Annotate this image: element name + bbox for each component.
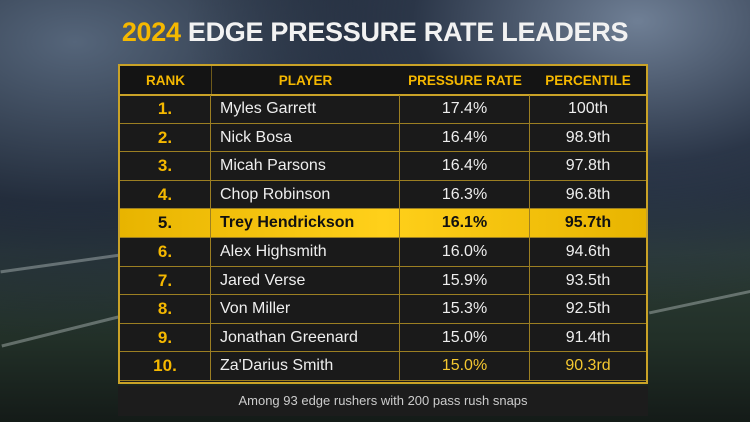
rank-cell: 5. <box>120 209 211 238</box>
player-cell: Jared Verse <box>211 266 400 295</box>
pressure-rate-cell: 16.4% <box>400 123 530 152</box>
percentile-cell: 91.4th <box>565 328 611 346</box>
percentile-cell: 100th <box>567 100 609 117</box>
title-text: EDGE PRESSURE RATE LEADERS <box>187 17 629 47</box>
rank-cell: 10. <box>120 352 211 381</box>
rank-cell: 1. <box>120 95 211 123</box>
player-cell: Trey Hendrickson <box>211 209 400 238</box>
percentile-cell: 92.5th <box>565 300 611 318</box>
footnote: Among 93 edge rushers with 200 pass rush… <box>118 386 648 416</box>
header-pressure-rate: PRESSURE RATE <box>408 73 522 88</box>
rank-cell: 6. <box>120 238 211 266</box>
pressure-rate-cell: 15.0% <box>400 323 530 352</box>
percentile-cell: 93.5th <box>565 271 611 289</box>
table-row: 10. Za'Darius Smith 15.0% 90.3rd <box>120 352 646 381</box>
pressure-rate-cell: 15.3% <box>400 295 530 324</box>
player-cell: Myles Garrett <box>211 95 400 123</box>
player-cell: Chop Robinson <box>211 180 400 209</box>
field-line <box>0 253 120 274</box>
table-row: 5. Trey Hendrickson 16.1% 95.7th <box>120 209 646 238</box>
pressure-rate-cell: 16.0% <box>400 238 530 266</box>
rank-cell: 2. <box>120 123 211 152</box>
rank-cell: 7. <box>120 266 211 295</box>
table-row: 2. Nick Bosa 16.4% 98.9th <box>120 123 646 153</box>
percentile-cell: 95.7th <box>564 214 612 232</box>
player-cell: Jonathan Greenard <box>211 323 400 352</box>
page-title: 2024 EDGE PRESSURE RATE LEADERS <box>0 17 750 48</box>
pressure-rate-cell: 17.4% <box>400 95 530 123</box>
table-row: 4. Chop Robinson 16.3% 96.8th <box>120 180 646 210</box>
percentile-cell: 94.6th <box>565 243 611 260</box>
pressure-rate-cell: 16.4% <box>400 152 530 181</box>
pressure-rate-cell: 16.3% <box>400 180 530 209</box>
field-line <box>1 315 119 348</box>
header-percentile: PERCENTILE <box>545 73 631 88</box>
player-cell: Micah Parsons <box>211 152 400 181</box>
player-cell: Za'Darius Smith <box>211 352 400 381</box>
table-row: 3. Micah Parsons 16.4% 97.8th <box>120 152 646 181</box>
table-row: 9. Jonathan Greenard 15.0% 91.4th <box>120 323 646 353</box>
player-cell: Nick Bosa <box>211 123 400 152</box>
rank-cell: 3. <box>120 152 211 181</box>
pressure-rate-cell: 15.9% <box>400 266 530 295</box>
rank-cell: 8. <box>120 295 211 324</box>
rank-cell: 4. <box>120 180 211 209</box>
percentile-cell: 90.3rd <box>565 357 611 375</box>
title-year: 2024 <box>121 17 181 47</box>
percentile-cell: 97.8th <box>565 157 611 175</box>
table-header: RANK PLAYER PRESSURE RATE PERCENTILE <box>120 66 646 96</box>
pressure-rate-cell: 16.1% <box>400 209 530 238</box>
player-cell: Von Miller <box>211 295 400 324</box>
header-rank: RANK <box>120 66 212 94</box>
table-row: 1. Myles Garrett 17.4% 100th <box>120 95 646 124</box>
header-player: PLAYER <box>278 73 333 88</box>
table-row: 6. Alex Highsmith 16.0% 94.6th <box>120 238 646 267</box>
field-line <box>648 288 750 315</box>
rank-cell: 9. <box>120 323 211 352</box>
table-row: 7. Jared Verse 15.9% 93.5th <box>120 266 646 296</box>
percentile-cell: 98.9th <box>565 128 611 146</box>
player-cell: Alex Highsmith <box>211 238 400 266</box>
leaders-table: RANK PLAYER PRESSURE RATE PERCENTILE 1. M… <box>118 64 648 384</box>
percentile-cell: 96.8th <box>565 185 611 203</box>
pressure-rate-cell: 15.0% <box>400 352 530 381</box>
table-row: 8. Von Miller 15.3% 92.5th <box>120 295 646 324</box>
